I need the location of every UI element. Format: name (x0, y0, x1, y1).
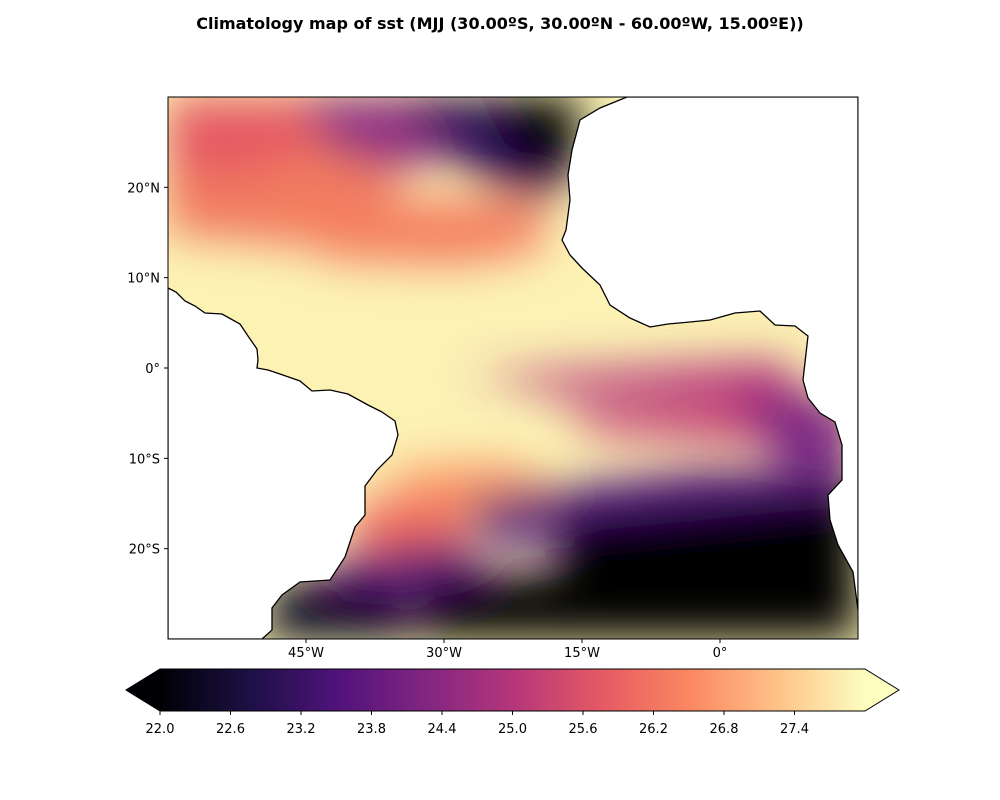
lon-tick-label: 30°W (426, 646, 462, 661)
lat-tick-label: 0° (145, 362, 160, 377)
colorbar-tick-label: 24.4 (428, 722, 457, 737)
colorbar-extend-low (126, 669, 160, 711)
lon-tick-label: 0° (713, 646, 728, 661)
africa-land (561, 97, 858, 611)
lat-tick-label: 20°S (129, 543, 160, 558)
colorbar-ticks: 22.0 22.6 23.2 23.8 24.4 25.0 25.6 26.2 26.8 27.4 (146, 711, 809, 737)
lat-tick-label: 10°N (127, 272, 160, 287)
lat-tick-label: 10°S (129, 452, 160, 467)
land (168, 97, 858, 639)
colorbar-tick-label: 26.8 (710, 722, 739, 737)
latitude-ticks: 20°N 10°N 0° 10°S 20°S (127, 181, 168, 558)
lat-tick-label: 20°N (127, 181, 160, 196)
colorbar-outline (125, 668, 900, 712)
longitude-ticks: 45°W 30°W 15°W 0° (288, 639, 727, 661)
lon-tick-label: 15°W (564, 646, 600, 661)
south-america-land (168, 287, 399, 639)
colorbar-tick-label: 27.4 (780, 722, 809, 737)
colorbar-tick-label: 22.6 (216, 722, 245, 737)
colorbar-tick-label: 23.2 (287, 722, 316, 737)
colorbar-gradient (160, 669, 865, 711)
map-title: Climatology map of sst (MJJ (30.00ºS, 30… (196, 14, 804, 33)
colorbar-tick-label: 25.0 (498, 722, 527, 737)
lon-tick-label: 45°W (288, 646, 324, 661)
colorbar-extend-high (865, 669, 899, 711)
colorbar-tick-label: 23.8 (357, 722, 386, 737)
colorbar-tick-label: 26.2 (639, 722, 668, 737)
colorbar-tick-label: 25.6 (569, 722, 598, 737)
sst-field (168, 97, 858, 639)
colorbar: 22.0 22.6 23.2 23.8 24.4 25.0 25.6 26.2 26.8 27.4 (125, 668, 900, 737)
colorbar-tick-label: 22.0 (146, 722, 175, 737)
